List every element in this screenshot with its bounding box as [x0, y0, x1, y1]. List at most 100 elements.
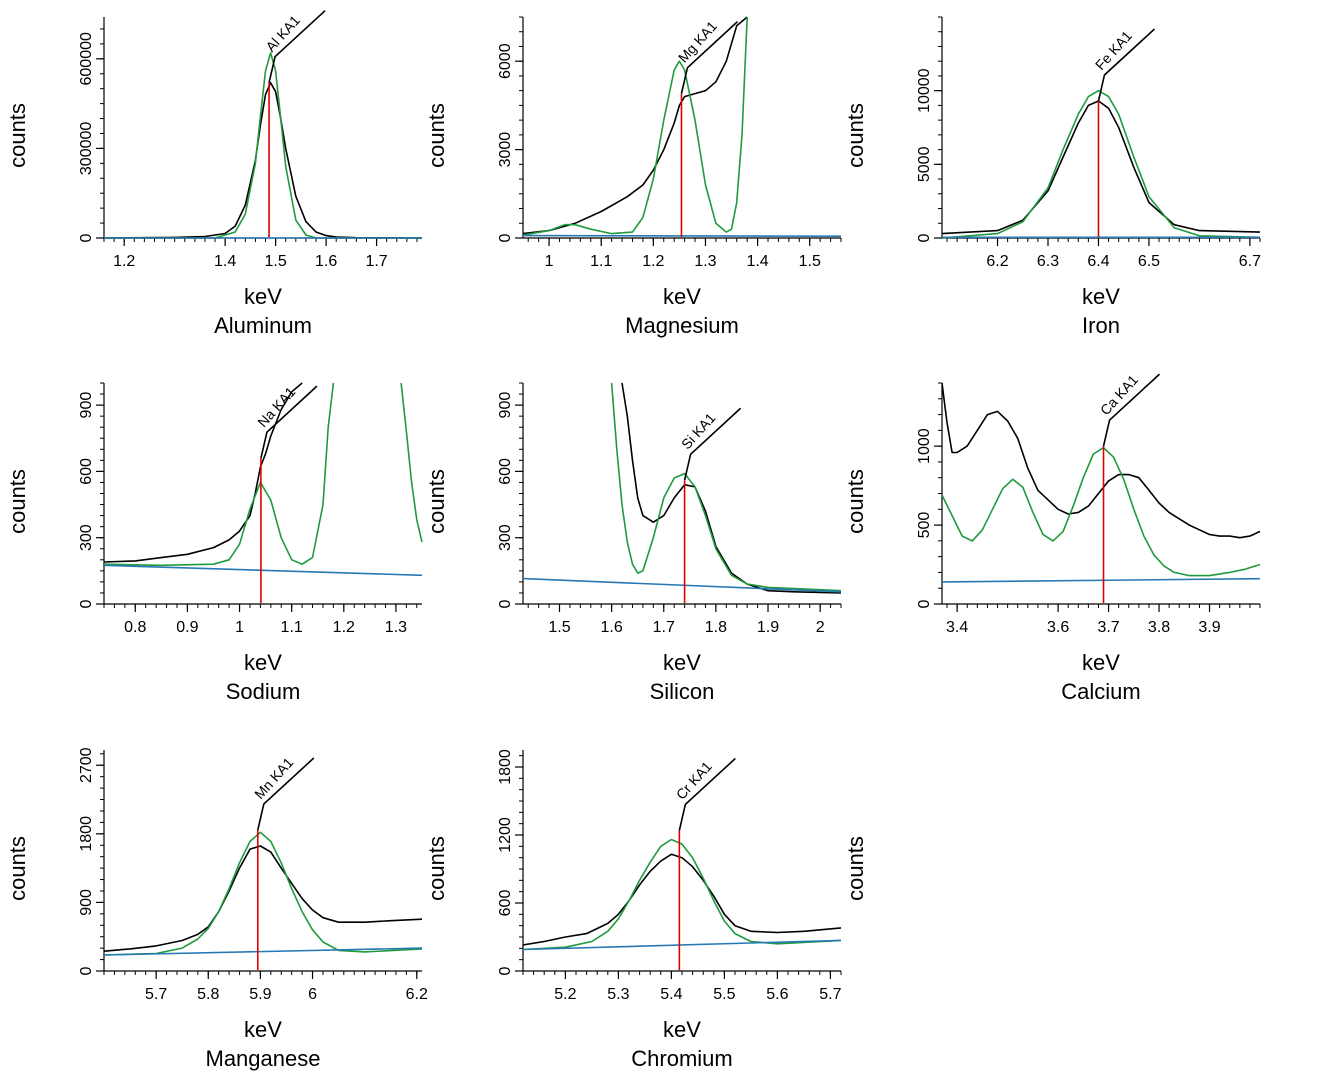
y-tick-label: 10000 — [916, 68, 933, 113]
plot-area — [523, 382, 842, 594]
x-tick-label: 0.8 — [124, 619, 146, 636]
chart-title: Magnesium — [625, 313, 739, 338]
peak-label: Al KA1 — [262, 12, 303, 55]
spectrum-line — [523, 16, 748, 235]
x-tick-label: 1.7 — [365, 253, 387, 270]
y-tick-label: 0 — [78, 966, 95, 975]
y-axis-label: counts — [5, 103, 30, 168]
spectrum-line — [104, 382, 303, 563]
y-tick-label: 600 — [497, 890, 514, 917]
background-line — [104, 564, 423, 577]
y-tick-label: 0 — [497, 233, 514, 242]
x-tick-label: 1.8 — [705, 619, 727, 636]
x-tick-label: 1.2 — [113, 253, 135, 270]
x-tick-label: 5.6 — [766, 986, 788, 1003]
chart-title: Iron — [1082, 313, 1120, 338]
x-tick-label: 6 — [308, 986, 317, 1003]
x-tick-label: 1.6 — [600, 619, 622, 636]
x-tick-label: 1.5 — [799, 253, 821, 270]
y-tick-label: 300 — [78, 524, 95, 551]
x-tick-label: 3.6 — [1047, 619, 1069, 636]
spectrum-line — [523, 853, 842, 946]
y-tick-label: 1800 — [497, 749, 514, 785]
x-tick-label: 1 — [235, 619, 244, 636]
chart-title: Manganese — [206, 1046, 321, 1071]
x-tick-label: 6.5 — [1138, 253, 1160, 270]
fit-line — [400, 382, 423, 543]
y-tick-label: 300000 — [78, 122, 95, 175]
fit-line — [104, 51, 422, 239]
x-tick-label: 6.3 — [1037, 253, 1059, 270]
fit-line — [104, 382, 335, 567]
x-tick-label: 5.9 — [249, 986, 271, 1003]
peak-leader-line — [1097, 28, 1156, 102]
x-tick-label: 6.2 — [986, 253, 1008, 270]
y-axis-label: counts — [424, 103, 449, 168]
y-axis-label: counts — [5, 836, 30, 901]
y-tick-label: 900 — [78, 889, 95, 916]
y-tick-label: 900 — [497, 392, 514, 419]
x-tick-label: 6.7 — [1239, 253, 1261, 270]
spectrum-line — [621, 382, 842, 594]
y-tick-label: 0 — [78, 599, 95, 608]
peak-leader-line — [268, 10, 326, 83]
x-tick-label: 3.7 — [1097, 619, 1119, 636]
chart-title: Calcium — [1061, 679, 1140, 704]
peak-leader-line — [260, 385, 318, 459]
x-tick-label: 2 — [816, 619, 825, 636]
x-tick-label: 1.4 — [746, 253, 768, 270]
x-tick-label: 6.4 — [1087, 253, 1109, 270]
x-axis-label: keV — [1082, 650, 1120, 675]
fit-line — [610, 382, 842, 592]
y-tick-label: 6000 — [497, 43, 514, 79]
y-tick-label: 900 — [78, 392, 95, 419]
peak-leader-line — [678, 757, 736, 831]
chart-panel: counts — [843, 836, 868, 901]
y-tick-label: 2700 — [78, 747, 95, 783]
chart-title: Sodium — [226, 679, 301, 704]
x-tick-label: 1.3 — [385, 619, 407, 636]
plot-area — [523, 838, 842, 951]
fit-line — [942, 446, 1261, 577]
y-tick-label: 600000 — [78, 32, 95, 85]
x-axis-label: keV — [1082, 284, 1120, 309]
x-tick-label: 5.2 — [554, 986, 576, 1003]
plot-area — [104, 382, 423, 577]
chart-title: Chromium — [631, 1046, 732, 1071]
fit-line — [523, 838, 842, 951]
peak-leader-line — [257, 757, 315, 831]
background-line — [104, 947, 423, 956]
background-line — [523, 577, 842, 593]
background-line — [523, 939, 842, 951]
x-tick-label: 5.4 — [660, 986, 682, 1003]
x-tick-label: 1.1 — [590, 253, 612, 270]
y-tick-label: 600 — [78, 458, 95, 485]
x-tick-label: 1.7 — [653, 619, 675, 636]
y-axis-label: counts — [424, 836, 449, 901]
x-tick-label: 1.4 — [214, 253, 236, 270]
y-tick-label: 1200 — [497, 817, 514, 853]
x-tick-label: 1.9 — [757, 619, 779, 636]
y-tick-label: 0 — [916, 599, 933, 608]
y-tick-label: 500 — [916, 512, 933, 539]
x-tick-label: 3.4 — [946, 619, 968, 636]
x-tick-label: 1.6 — [315, 253, 337, 270]
x-tick-label: 1.2 — [333, 619, 355, 636]
plot-area — [104, 51, 423, 239]
plot-area — [104, 831, 423, 956]
x-axis-label: keV — [244, 650, 282, 675]
y-tick-label: 600 — [497, 458, 514, 485]
y-axis-label: counts — [5, 469, 30, 534]
plot-area — [942, 89, 1261, 239]
x-tick-label: 5.5 — [713, 986, 735, 1003]
y-axis-label: counts — [843, 469, 868, 534]
x-tick-label: 1 — [545, 253, 554, 270]
spectrum-line — [104, 845, 423, 952]
y-tick-label: 1000 — [916, 428, 933, 464]
peak-label: Si KA1 — [678, 410, 719, 453]
x-axis-label: keV — [663, 284, 701, 309]
x-tick-label: 5.7 — [145, 986, 167, 1003]
